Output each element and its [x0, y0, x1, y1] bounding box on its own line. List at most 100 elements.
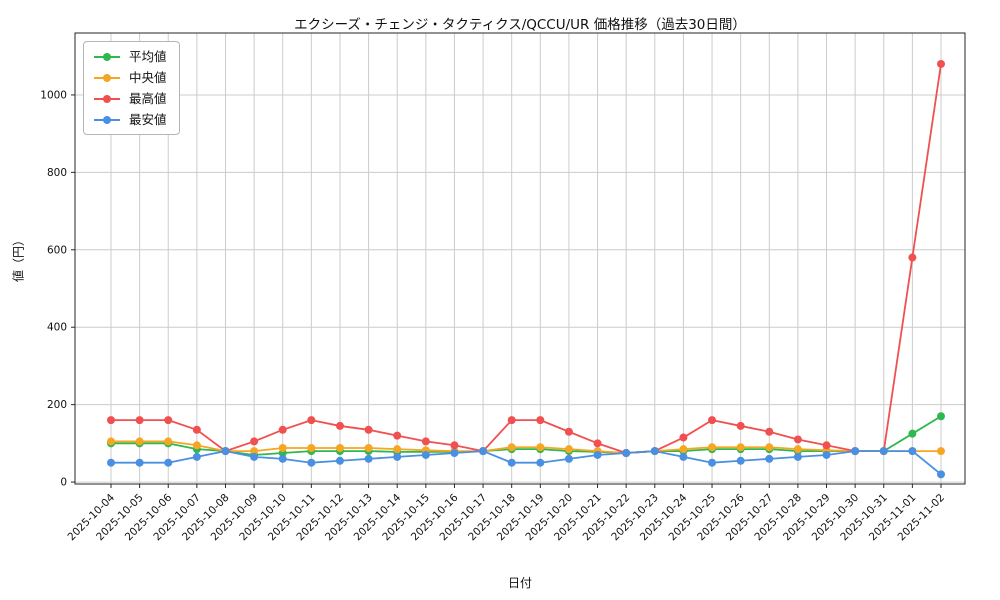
- data-point-median: [335, 443, 344, 452]
- y-tick-label: 0: [60, 477, 67, 489]
- series-median: [107, 437, 945, 458]
- series-line-max: [111, 63, 942, 454]
- legend-marker-max-icon: [94, 94, 120, 103]
- data-point-max: [278, 425, 287, 434]
- y-tick-label: 400: [47, 322, 67, 334]
- x-axis-label: 日付: [507, 576, 532, 590]
- data-point-median: [765, 443, 774, 452]
- data-point-max: [135, 416, 144, 425]
- data-point-median: [793, 445, 802, 454]
- data-point-min: [793, 452, 802, 461]
- y-tick-label: 1000: [40, 89, 67, 101]
- data-point-max: [307, 416, 316, 425]
- data-point-max: [564, 427, 573, 436]
- data-point-median: [536, 443, 545, 452]
- data-point-median: [736, 443, 745, 452]
- data-point-min: [879, 447, 888, 456]
- data-point-median: [107, 437, 115, 446]
- data-point-min: [393, 452, 402, 461]
- y-axis-label: 値（円）: [11, 233, 26, 283]
- data-point-min: [450, 449, 459, 458]
- data-point-average: [908, 429, 917, 438]
- series-max: [107, 59, 945, 458]
- data-point-average: [937, 412, 945, 421]
- chart-title: エクシーズ・チェンジ・タクティクス/QCCU/UR 価格推移（過去30日間）: [294, 17, 746, 33]
- data-point-max: [708, 416, 717, 425]
- data-point-max: [937, 59, 945, 68]
- data-point-median: [393, 445, 402, 454]
- series-line-average: [111, 415, 942, 456]
- data-point-min: [536, 458, 545, 467]
- data-point-median: [937, 447, 945, 456]
- legend-item-max: 最高値: [94, 91, 167, 106]
- data-point-max: [908, 253, 917, 262]
- data-point-min: [250, 452, 259, 461]
- x-axis: 2025-10-042025-10-052025-10-062025-10-07…: [65, 484, 947, 543]
- data-point-min: [679, 452, 688, 461]
- legend-label-max: 最高値: [129, 91, 167, 106]
- legend-item-average: 平均値: [94, 49, 167, 64]
- legend-marker-average-icon: [94, 52, 120, 61]
- legend-item-median: 中央値: [94, 70, 167, 85]
- data-point-min: [278, 454, 287, 463]
- data-point-min: [908, 447, 917, 456]
- data-point-max: [507, 416, 516, 425]
- data-point-min: [564, 454, 573, 463]
- data-point-min: [507, 458, 516, 467]
- data-point-max: [536, 416, 545, 425]
- data-point-median: [564, 445, 573, 454]
- data-point-max: [765, 427, 774, 436]
- data-point-min: [765, 454, 774, 463]
- legend-label-average: 平均値: [129, 49, 167, 64]
- data-point-min: [937, 470, 945, 479]
- data-point-max: [793, 435, 802, 444]
- data-point-max: [364, 425, 373, 434]
- data-point-median: [364, 443, 373, 452]
- data-point-median: [679, 445, 688, 454]
- series-line-median: [111, 440, 941, 454]
- data-point-min: [622, 449, 631, 458]
- data-point-min: [593, 450, 602, 459]
- data-point-median: [307, 443, 316, 452]
- data-point-max: [335, 421, 344, 430]
- series-min: [107, 447, 945, 479]
- legend-item-min: 最安値: [94, 112, 167, 127]
- data-point-min: [221, 447, 230, 456]
- data-point-max: [393, 431, 402, 440]
- legend-label-min: 最安値: [129, 112, 167, 127]
- data-point-min: [107, 458, 115, 467]
- data-point-max: [593, 439, 602, 448]
- data-point-min: [650, 447, 659, 456]
- legend-marker-min-icon: [94, 115, 120, 124]
- y-tick-label: 600: [47, 244, 67, 256]
- y-tick-label: 800: [47, 167, 67, 179]
- data-point-median: [192, 441, 201, 450]
- data-point-min: [192, 452, 201, 461]
- data-point-min: [307, 458, 316, 467]
- data-point-median: [164, 437, 173, 446]
- data-point-median: [708, 443, 717, 452]
- data-point-median: [250, 447, 259, 456]
- data-point-max: [822, 441, 831, 450]
- plot-border: [74, 32, 966, 485]
- data-point-max: [164, 416, 173, 425]
- data-point-min: [364, 454, 373, 463]
- data-point-min: [822, 450, 831, 459]
- legend-label-median: 中央値: [129, 70, 167, 85]
- data-point-min: [479, 447, 488, 456]
- data-point-max: [736, 421, 745, 430]
- grid: [75, 33, 965, 484]
- data-point-min: [708, 458, 717, 467]
- data-point-min: [736, 456, 745, 465]
- series-line-min: [111, 450, 942, 476]
- data-point-max: [250, 437, 259, 446]
- y-tick-label: 200: [47, 399, 67, 411]
- legend: 平均値 中央値 最高値 最安値: [83, 41, 180, 135]
- data-point-max: [421, 437, 430, 446]
- data-point-max: [107, 416, 115, 425]
- legend-marker-median-icon: [94, 73, 120, 82]
- data-point-median: [507, 443, 516, 452]
- data-point-min: [421, 450, 430, 459]
